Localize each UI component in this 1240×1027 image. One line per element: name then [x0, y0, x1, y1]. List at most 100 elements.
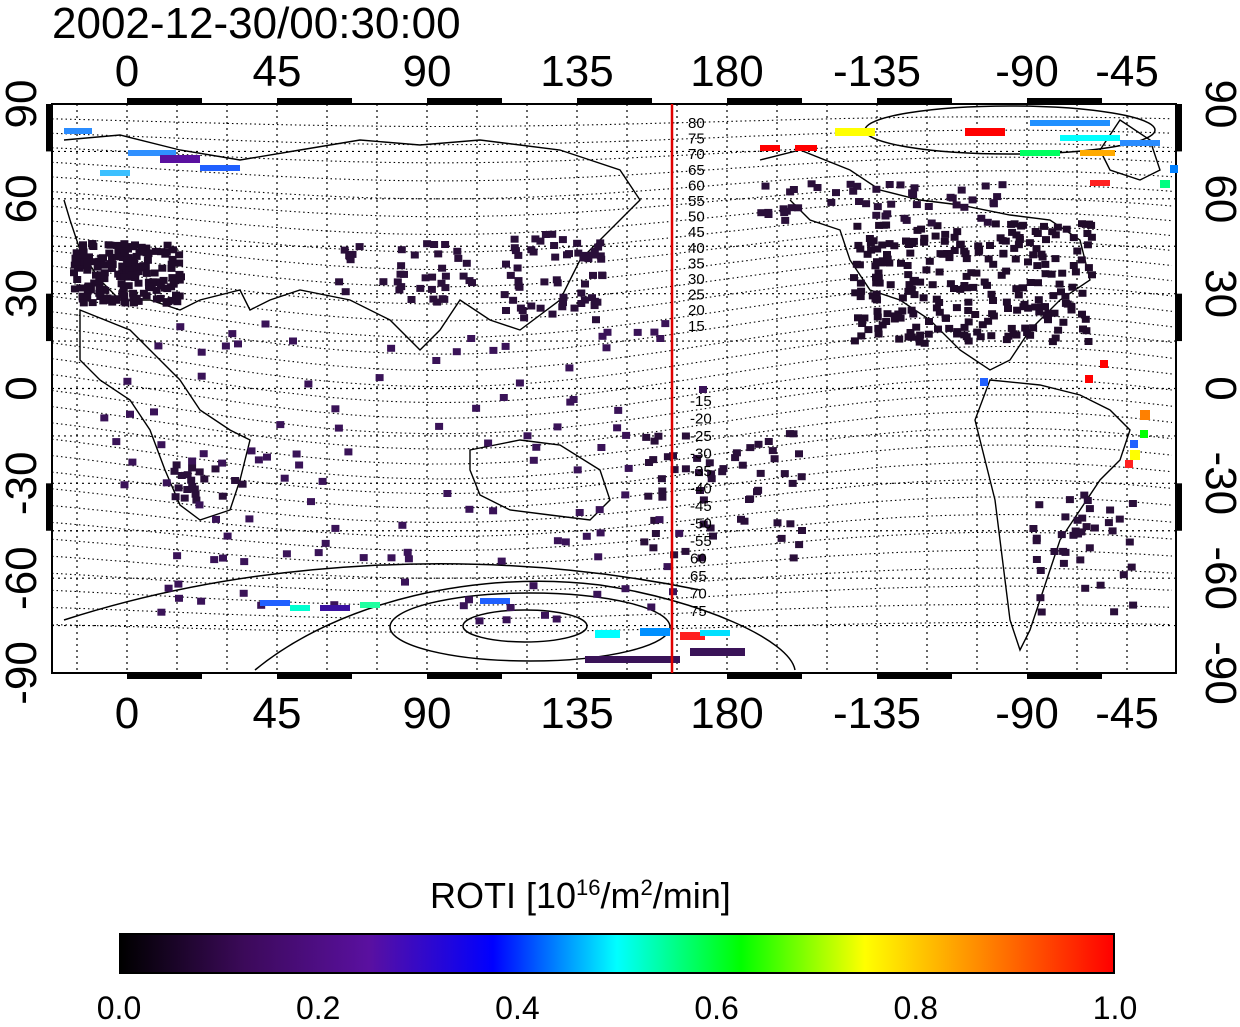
roti-cell: [1004, 332, 1013, 340]
roti-cell: [1068, 283, 1077, 291]
roti-cell: [403, 548, 412, 556]
roti-cell: [500, 291, 509, 299]
roti-cell: [360, 602, 380, 608]
roti-cell: [589, 251, 598, 259]
roti-cell: [1119, 571, 1128, 579]
roti-cell: [320, 605, 350, 611]
roti-cell: [1067, 302, 1076, 310]
roti-cell: [827, 198, 836, 206]
roti-cell: [1080, 150, 1115, 156]
roti-cell: [1085, 375, 1093, 383]
roti-cell: [497, 557, 506, 565]
roti-cell: [128, 150, 176, 156]
south-pole-oval-inner: [462, 609, 588, 643]
roti-cell: [603, 328, 612, 336]
roti-cell: [1033, 262, 1042, 270]
roti-cell: [128, 271, 136, 279]
roti-cell: [96, 271, 105, 279]
roti-cell: [1030, 120, 1110, 126]
roti-colorbar: [119, 933, 1115, 974]
roti-cell: [675, 529, 684, 537]
roti-cell: [1108, 527, 1117, 535]
mag-lat-contour: [51, 496, 1173, 538]
roti-cell: [335, 278, 344, 286]
roti-cell: [197, 372, 206, 380]
axis-bar-top: [577, 98, 652, 104]
roti-cell: [511, 247, 520, 255]
roti-cell: [137, 243, 146, 251]
roti-cell: [430, 241, 439, 248]
roti-cell: [987, 332, 996, 340]
mag-lat-contour: [51, 254, 1173, 305]
roti-cell: [387, 554, 396, 562]
roti-cell: [295, 461, 304, 469]
roti-cell: [878, 257, 887, 265]
roti-cell: [573, 466, 582, 474]
roti-cell: [441, 284, 450, 292]
roti-cell: [95, 284, 104, 292]
roti-cell: [1040, 222, 1048, 230]
roti-cell: [1079, 325, 1087, 333]
mag-lat-contour: [51, 211, 1173, 253]
roti-cell: [472, 404, 481, 412]
roti-cell: [584, 255, 593, 263]
contour-label: 60: [690, 551, 707, 568]
roti-cell: [1083, 497, 1092, 504]
axis-bar-top: [1027, 98, 1102, 104]
roti-cell: [777, 534, 786, 542]
roti-cell: [462, 259, 471, 267]
roti-cell: [71, 254, 80, 262]
axis-bar-bottom: [727, 673, 802, 679]
mag-lat-contour: [51, 394, 1173, 450]
roti-cell: [515, 283, 524, 291]
roti-cell: [1033, 230, 1042, 237]
roti-cell: [438, 295, 447, 303]
roti-cell: [172, 461, 181, 469]
roti-cell: [761, 182, 770, 190]
roti-cell: [981, 182, 990, 190]
roti-cell: [174, 484, 183, 492]
roti-cell: [175, 292, 184, 300]
roti-cell: [920, 234, 929, 242]
roti-cell: [174, 580, 183, 588]
roti-cell: [536, 237, 545, 245]
roti-cell: [1048, 228, 1057, 236]
lon-tick-label-bottom: 180: [690, 689, 763, 738]
roti-cell: [621, 585, 630, 593]
roti-cell: [1080, 491, 1089, 499]
lon-tick-label-top: 180: [690, 47, 763, 96]
roti-cell: [925, 257, 934, 265]
roti-cell: [130, 299, 138, 307]
roti-cell: [878, 241, 887, 249]
roti-cell: [183, 471, 192, 479]
roti-cell: [1090, 524, 1099, 532]
roti-cell: [263, 453, 271, 461]
roti-cell: [117, 280, 126, 288]
roti-cell: [432, 357, 441, 364]
roti-cell: [577, 300, 586, 307]
roti-cell: [334, 424, 343, 432]
roti-cell: [795, 145, 817, 151]
roti-cell: [1011, 255, 1020, 263]
lat-tick-label-right: 0: [1196, 376, 1240, 400]
roti-cell: [933, 222, 942, 230]
roti-cell: [151, 247, 160, 255]
roti-cell: [575, 509, 584, 516]
roti-cell: [421, 274, 430, 282]
lat-tick-label-left: -60: [0, 546, 46, 610]
mag-lat-contour: [51, 444, 1173, 495]
roti-cell: [1082, 523, 1091, 531]
roti-cell: [707, 470, 716, 478]
roti-cell: [1035, 501, 1044, 509]
roti-cell: [169, 246, 177, 254]
roti-cell: [896, 314, 905, 322]
roti-cell: [167, 264, 176, 272]
roti-cell: [427, 285, 436, 293]
roti-cell: [428, 273, 437, 281]
roti-cell: [221, 342, 230, 350]
roti-cell: [924, 330, 933, 338]
roti-cell: [656, 335, 665, 342]
roti-cell: [854, 314, 862, 322]
roti-cell: [658, 493, 667, 501]
roti-cell: [129, 243, 138, 251]
